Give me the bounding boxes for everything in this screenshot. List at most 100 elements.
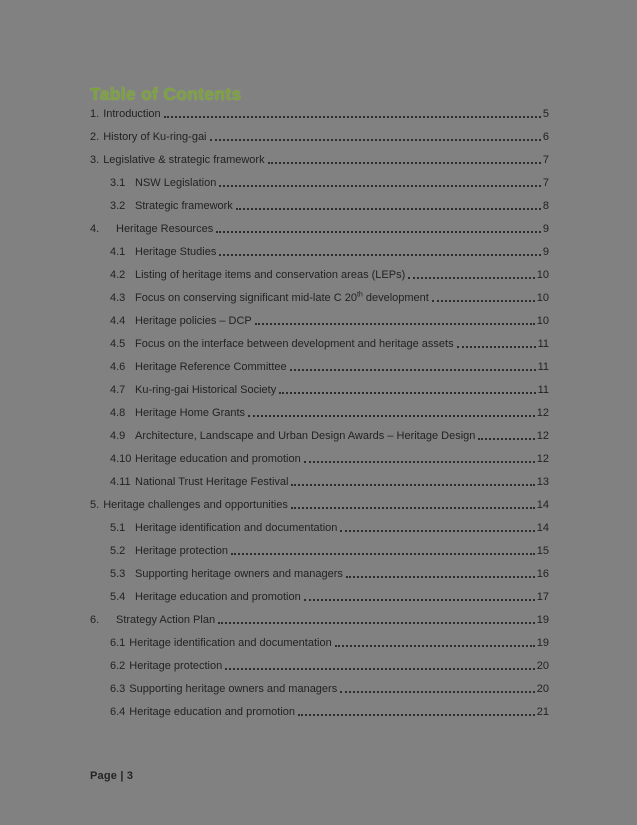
entry-page-number: 20 — [536, 660, 549, 672]
entry-page-number: 11 — [537, 338, 549, 350]
entry-number: 6.1 — [110, 637, 126, 649]
entry-label: Heritage challenges and opportunities — [103, 499, 288, 511]
entry-label: Focus on the interface between developme… — [135, 338, 454, 350]
entry-number: 4.4 — [110, 315, 126, 327]
dot-leader — [267, 162, 541, 164]
toc-entry[interactable]: 5.2 Heritage protection 15 — [90, 540, 549, 563]
dot-leader — [408, 277, 535, 279]
toc-entry[interactable]: 4.6 Heritage Reference Committee 11 — [90, 356, 549, 379]
dot-leader — [225, 668, 535, 670]
entry-number: 6.2 — [110, 660, 126, 672]
entry-label: Heritage identification and documentatio… — [129, 637, 332, 649]
entry-page-number: 9 — [542, 246, 549, 258]
toc-entry[interactable]: 3. Legislative & strategic framework 7 — [90, 149, 549, 172]
toc-entry[interactable]: 4.8 Heritage Home Grants 12 — [90, 402, 549, 425]
toc-entry[interactable]: 5. Heritage challenges and opportunities 1… — [90, 494, 549, 517]
entry-number: 4.7 — [110, 384, 126, 396]
entry-label: Supporting heritage owners and managers — [129, 683, 338, 695]
entry-number: 4.3 — [110, 292, 126, 304]
dot-leader — [289, 369, 536, 371]
toc-entry[interactable]: 4.4 Heritage policies – DCP 10 — [90, 310, 549, 333]
entry-number: 5.3 — [110, 568, 126, 580]
entry-number: 4.5 — [110, 338, 126, 350]
entry-page-number: 15 — [536, 545, 549, 557]
entry-number: 6.4 — [110, 706, 126, 718]
entry-label: NSW Legislation — [135, 177, 217, 189]
entry-label: National Trust Heritage Festival — [135, 476, 289, 488]
entry-page-number: 14 — [536, 522, 549, 534]
toc-entry[interactable]: 4.11 National Trust Heritage Festival 13 — [90, 471, 549, 494]
toc-entry[interactable]: 6.4 Heritage education and promotion 21 — [90, 701, 549, 724]
toc-entry[interactable]: 6.1 Heritage identification and documenta… — [90, 632, 549, 655]
entry-label: Heritage Resources — [116, 223, 214, 235]
dot-leader — [334, 645, 535, 647]
dot-leader — [209, 139, 541, 141]
toc-entry[interactable]: 3.2 Strategic framework 8 — [90, 195, 549, 218]
dot-leader — [279, 392, 536, 394]
entry-page-number: 14 — [536, 499, 549, 511]
entry-page-number: 13 — [536, 476, 549, 488]
entry-number: 4.8 — [110, 407, 126, 419]
entry-label: Heritage Reference Committee — [135, 361, 287, 373]
toc-entry[interactable]: 4.5 Focus on the interface between develo… — [90, 333, 549, 356]
dot-leader — [298, 714, 535, 716]
toc-entry[interactable]: 4.2 Listing of heritage items and conserv… — [90, 264, 549, 287]
toc-entry[interactable]: 6. Strategy Action Plan 19 — [90, 609, 549, 632]
entry-label: Strategic framework — [135, 200, 233, 212]
dot-leader — [248, 415, 535, 417]
entry-page-number: 19 — [536, 637, 549, 649]
toc-entry[interactable]: 4.1 Heritage Studies 9 — [90, 241, 549, 264]
toc-entry[interactable]: 4.10 Heritage education and promotion 12 — [90, 448, 549, 471]
toc-entry[interactable]: 5.1 Heritage identification and documenta… — [90, 517, 549, 540]
entry-number: 3. — [90, 154, 100, 166]
entry-number: 6.3 — [110, 683, 126, 695]
entry-page-number: 8 — [542, 200, 549, 212]
toc-entry[interactable]: 6.3 Supporting heritage owners and manage… — [90, 678, 549, 701]
toc-entry[interactable]: 1. Introduction 5 — [90, 103, 549, 126]
entry-label: Heritage protection — [129, 660, 223, 672]
dot-leader — [216, 231, 541, 233]
entry-label: Focus on conserving significant mid-late… — [135, 291, 429, 304]
entry-label: Strategy Action Plan — [116, 614, 216, 626]
entry-label: Heritage protection — [135, 545, 228, 557]
dot-leader — [235, 208, 541, 210]
toc-entry[interactable]: 3.1 NSW Legislation 7 — [90, 172, 549, 195]
dot-leader — [291, 484, 535, 486]
dot-leader — [219, 185, 541, 187]
entry-page-number: 11 — [537, 384, 549, 396]
entry-page-number: 16 — [536, 568, 549, 580]
entry-label: Legislative & strategic framework — [103, 154, 265, 166]
toc-entry[interactable]: 4.3 Focus on conserving significant mid-l… — [90, 287, 549, 310]
toc-entry[interactable]: 4. Heritage Resources 9 — [90, 218, 549, 241]
toc-entry[interactable]: 2. History of Ku-ring-gai 6 — [90, 126, 549, 149]
entry-number: 3.2 — [110, 200, 126, 212]
dot-leader — [340, 691, 535, 693]
entry-label: Heritage education and promotion — [135, 453, 301, 465]
entry-number: 5. — [90, 499, 100, 511]
entry-page-number: 5 — [542, 108, 549, 120]
dot-leader — [163, 116, 541, 118]
toc-entry[interactable]: 6.2 Heritage protection 20 — [90, 655, 549, 678]
entry-page-number: 12 — [536, 430, 549, 442]
entry-number: 4.11 — [110, 476, 131, 488]
entry-page-number: 10 — [536, 292, 549, 304]
toc-entry[interactable]: 5.3 Supporting heritage owners and manage… — [90, 563, 549, 586]
entry-number: 5.2 — [110, 545, 126, 557]
entry-page-number: 12 — [536, 407, 549, 419]
dot-leader — [456, 346, 536, 348]
entry-page-number: 21 — [536, 706, 549, 718]
toc-entry[interactable]: 4.7 Ku-ring-gai Historical Society 11 — [90, 379, 549, 402]
toc-entry[interactable]: 4.9 Architecture, Landscape and Urban Des… — [90, 425, 549, 448]
entry-number: 4. — [90, 223, 100, 235]
dot-leader — [431, 300, 535, 302]
dot-leader — [478, 438, 535, 440]
entry-page-number: 11 — [537, 361, 549, 373]
entry-label: Heritage education and promotion — [135, 591, 301, 603]
entry-label: History of Ku-ring-gai — [103, 131, 207, 143]
dot-leader — [218, 622, 535, 624]
page-footer: Page | 3 — [90, 770, 134, 782]
page-title: Table of Contents — [90, 84, 242, 104]
entry-page-number: 20 — [536, 683, 549, 695]
toc-entry[interactable]: 5.4 Heritage education and promotion 17 — [90, 586, 549, 609]
entry-page-number: 19 — [536, 614, 549, 626]
